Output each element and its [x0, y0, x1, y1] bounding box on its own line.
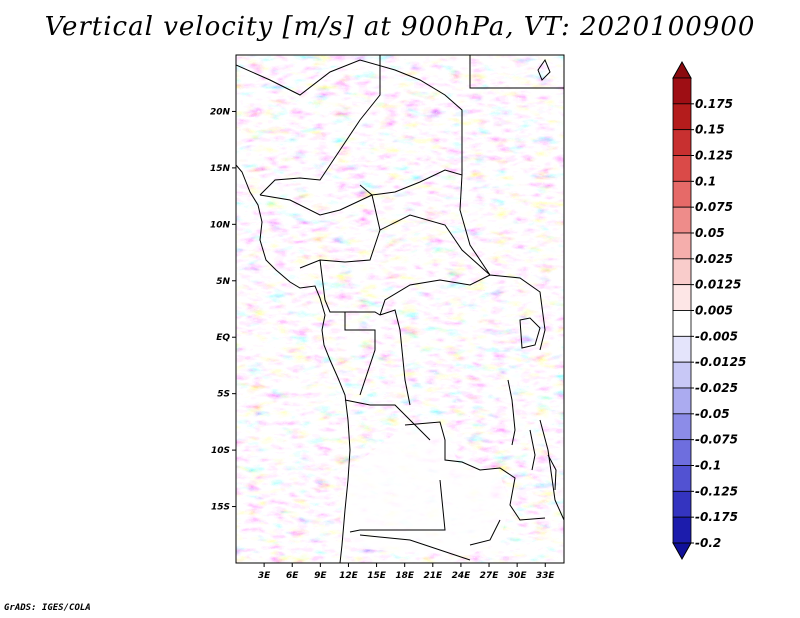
map-title: Vertical velocity [m/s] at 900hPa, VT: 2…	[44, 12, 756, 42]
colorbar-swatch	[672, 465, 692, 492]
colorbar-swatch	[672, 310, 692, 337]
colorbar-swatch	[672, 284, 692, 311]
lat-label: 10N	[210, 220, 231, 230]
lon-label: 21E	[423, 571, 443, 581]
velocity-field	[236, 55, 564, 563]
central-borders	[259, 174, 546, 441]
colorbar-swatch	[672, 155, 692, 182]
great-lakes	[507, 58, 557, 491]
colorbar-swatch	[672, 516, 692, 544]
lon-label: 3E	[258, 571, 271, 581]
west-coastline	[236, 164, 351, 563]
colorbar-swatch	[672, 129, 692, 156]
lat-label: 5N	[216, 277, 230, 287]
lat-label: 5S	[217, 390, 230, 400]
colorbar-label: -0.125	[695, 484, 738, 498]
boundaries	[236, 55, 564, 563]
lat-label: 20N	[210, 107, 231, 117]
grads-credit: GrADS: IGES/COLA	[4, 603, 91, 613]
colorbar-swatch	[672, 232, 692, 260]
colorbar-bottom-arrow	[672, 542, 692, 561]
lon-label: 12E	[339, 571, 359, 581]
colorbar-label: 0.05	[695, 226, 725, 240]
lon-label: 18E	[395, 571, 415, 581]
lat-label: 15N	[210, 164, 231, 174]
colorbar-label: -0.005	[695, 329, 738, 343]
colorbar-label: -0.05	[695, 407, 730, 421]
colorbar-label: 0.125	[695, 149, 733, 163]
colorbar-swatch	[672, 387, 692, 415]
longitude-axis: 3E 6E 9E 12E 15E 18E 21E 24E 27E 30E 33E	[258, 563, 556, 581]
colorbar-swatch	[672, 258, 692, 286]
colorbar-label: -0.0125	[695, 355, 746, 369]
lon-label: 27E	[480, 571, 500, 581]
colorbar-swatch	[672, 439, 692, 466]
calm-region-south	[340, 425, 510, 555]
lat-label: 10S	[211, 446, 230, 456]
colorbar-label: 0.1	[695, 174, 716, 188]
map-frame	[235, 54, 565, 564]
colorbar-swatch	[672, 413, 692, 441]
colorbar-swatch	[672, 77, 692, 105]
colorbar-label: -0.075	[695, 433, 738, 447]
colorbar-swatch	[672, 335, 692, 363]
colorbar-label: -0.2	[695, 536, 721, 550]
colorbar-label: 0.075	[695, 200, 733, 214]
lon-label: 24E	[452, 571, 472, 581]
colorbar-label: 0.15	[695, 123, 725, 137]
lon-label: 33E	[536, 571, 556, 581]
colorbar-label: -0.025	[695, 381, 738, 395]
lon-label: 30E	[508, 571, 528, 581]
lon-label: 6E	[286, 571, 299, 581]
colorbar-label: -0.175	[695, 510, 738, 524]
colorbar-top-arrow	[672, 60, 692, 79]
colorbar-label: 0.005	[695, 304, 733, 318]
lon-label: 15E	[367, 571, 387, 581]
lat-label: 15S	[211, 503, 230, 513]
lon-label: 9E	[314, 571, 327, 581]
latitude-axis: 20N 15N 10N 5N EQ 5S 10S 15S	[210, 107, 236, 513]
colorbar-label: 0.025	[695, 252, 733, 266]
colorbar-label: 0.0125	[695, 278, 741, 292]
lat-label: EQ	[216, 333, 230, 343]
southern-borders	[349, 419, 564, 561]
colorbar: 0.175 0.15 0.125 0.1 0.075 0.05 0.025 0.0125 0.0…	[672, 60, 746, 561]
colorbar-swatch	[672, 490, 692, 518]
colorbar-swatch	[672, 103, 692, 131]
colorbar-swatch	[672, 180, 692, 208]
colorbar-label: 0.175	[695, 97, 733, 111]
northern-borders	[236, 55, 564, 196]
colorbar-label: -0.1	[695, 459, 721, 473]
colorbar-swatch	[672, 206, 692, 234]
colorbar-swatch	[672, 361, 692, 389]
